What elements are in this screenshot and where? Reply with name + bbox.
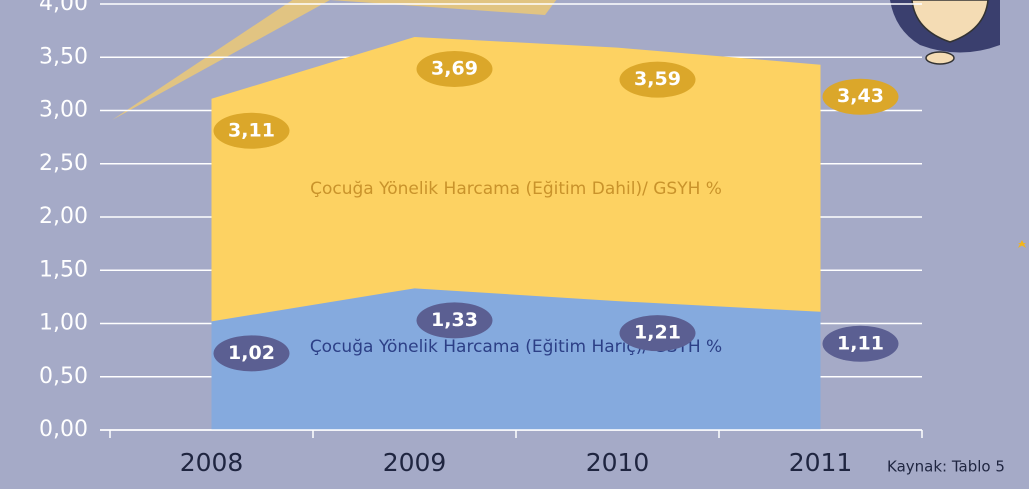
y-tick-label: 0,50	[39, 364, 88, 389]
x-tick-label: 2008	[180, 448, 244, 477]
x-tick-label: 2009	[383, 448, 447, 477]
area	[212, 288, 821, 430]
value-label: 1,11	[837, 332, 884, 354]
y-tick-label: 2,00	[39, 204, 88, 229]
page: Kaynak: Tablo 5 0,00 0,50 1,00 1,50 2,00 2,50…	[0, 0, 1029, 489]
value-label: 3,59	[634, 68, 681, 90]
series-name: Çocuğa Yönelik Harcama (Eğitim Dahil)/ G…	[310, 179, 722, 199]
value-label: 1,02	[228, 342, 275, 364]
chart: Kaynak: Tablo 5 0,00 0,50 1,00 1,50 2,00 2,50…	[0, 0, 1029, 489]
value-label: 3,11	[228, 119, 275, 141]
y-tick-label: 2,50	[39, 151, 88, 176]
value-label: 1,33	[431, 309, 478, 331]
value-label: 3,69	[431, 58, 478, 80]
y-tick-label: 3,00	[39, 98, 88, 123]
value-label: 1,21	[634, 322, 681, 344]
y-tick-label: 1,50	[39, 257, 88, 282]
source: Kaynak: Tablo 5	[887, 458, 1005, 476]
y-tick-label: 4,00	[39, 0, 88, 16]
x-tick-label: 2011	[789, 448, 853, 477]
value-label: 3,43	[837, 85, 884, 107]
x-tick-label: 2010	[586, 448, 650, 477]
y-tick-label: 0,00	[39, 417, 88, 442]
y-tick-label: 1,00	[39, 311, 88, 336]
y-tick-label: 3,50	[39, 44, 88, 69]
